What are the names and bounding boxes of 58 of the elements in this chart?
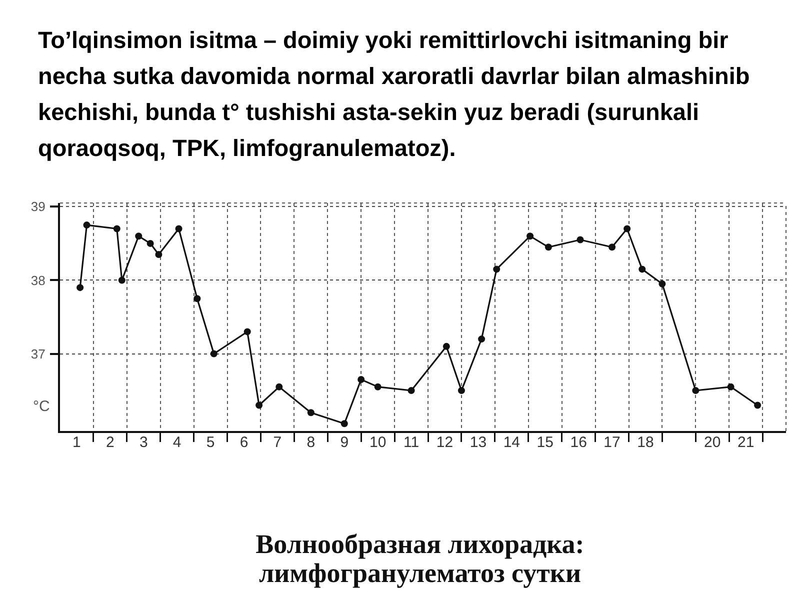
y-tick-label: 38: [30, 272, 46, 288]
point: [526, 232, 534, 240]
point: [478, 336, 486, 343]
point: [256, 402, 263, 409]
point: [358, 376, 365, 384]
x-tick-label: 7: [273, 434, 282, 451]
y-tick-label: 37: [30, 346, 46, 362]
point: [692, 387, 700, 394]
point: [340, 420, 348, 428]
x-tick-label: 15: [536, 434, 554, 451]
x-tick-label: 2: [106, 434, 114, 451]
point: [727, 383, 734, 390]
point: [374, 383, 382, 390]
x-tick-label: 17: [604, 434, 620, 451]
point: [754, 402, 762, 409]
point: [155, 250, 162, 258]
point: [608, 244, 616, 251]
point: [118, 276, 126, 284]
x-tick-label: 5: [206, 434, 215, 451]
chart-title: To’lqinsimon isitma – doimiy yoki remittirlovchi isitmaning bir necha sutka davomida normal xaroratli davrlar bilan almashinib kechishi, bunda t° tushishi asta-sekin yuz beradi (surunkali qoraoqsoq, TPK, limfogranulematoz).: [38, 26, 751, 163]
x-tick-label: 21: [738, 434, 754, 451]
point: [113, 225, 120, 232]
x-tick-label: 16: [570, 434, 587, 451]
x-tick-label: 3: [139, 434, 148, 451]
point: [210, 350, 218, 358]
x-tick-label: 8: [306, 434, 316, 451]
x-tick-label: 20: [704, 434, 721, 451]
x-tick-label: 1: [72, 434, 81, 451]
point: [493, 266, 500, 273]
x-tick-label: 4: [172, 434, 182, 451]
x-tick-label: 9: [340, 434, 349, 451]
y-tick-label: 39: [30, 199, 46, 214]
x-tick-label: 18: [637, 434, 654, 451]
point: [458, 387, 465, 394]
x-tick-label: 14: [503, 434, 520, 451]
point: [624, 225, 631, 232]
x-tick-label: 10: [369, 434, 386, 451]
point: [276, 383, 283, 390]
x-tick-label: 6: [240, 434, 248, 451]
point: [658, 280, 666, 288]
point: [442, 342, 450, 350]
x-tick-label: 11: [404, 434, 420, 451]
point: [408, 387, 415, 394]
point: [307, 409, 314, 416]
point: [194, 295, 201, 302]
point: [244, 328, 251, 336]
text: Волнообразная лихорадка: лимфогранулематоз сутки: [254, 529, 586, 588]
x-tick-label: 12: [436, 434, 454, 451]
x-tick-label: 13: [470, 434, 487, 451]
point: [175, 225, 182, 232]
point: [76, 284, 84, 292]
point: [146, 240, 154, 247]
point: [576, 236, 584, 244]
point: [135, 232, 142, 240]
point: [83, 222, 90, 229]
point: [544, 244, 552, 251]
y-axis-title: °C: [33, 398, 50, 415]
point: [638, 266, 646, 273]
